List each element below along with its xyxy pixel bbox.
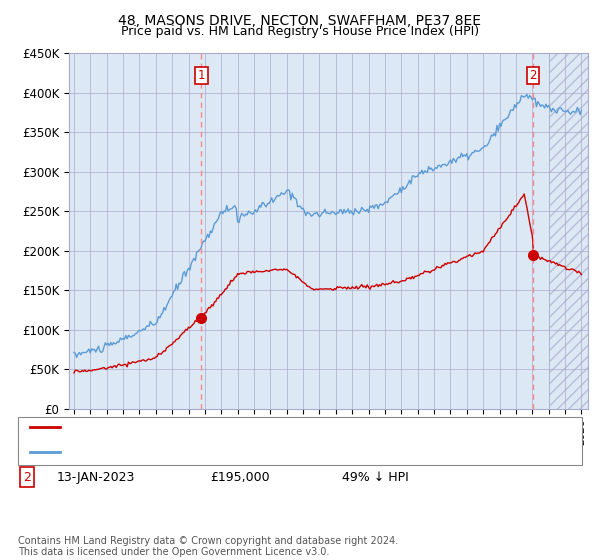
Text: HPI: Average price, detached house, Breckland: HPI: Average price, detached house, Brec… bbox=[66, 447, 328, 457]
Text: £195,000: £195,000 bbox=[210, 470, 269, 484]
Text: £114,950: £114,950 bbox=[210, 444, 269, 458]
Text: 1: 1 bbox=[198, 69, 205, 82]
Text: 48, MASONS DRIVE, NECTON, SWAFFHAM, PE37 8EE: 48, MASONS DRIVE, NECTON, SWAFFHAM, PE37… bbox=[119, 14, 482, 28]
Text: Price paid vs. HM Land Registry's House Price Index (HPI): Price paid vs. HM Land Registry's House … bbox=[121, 25, 479, 38]
Text: Contains HM Land Registry data © Crown copyright and database right 2024.
This d: Contains HM Land Registry data © Crown c… bbox=[18, 535, 398, 557]
Text: 1: 1 bbox=[23, 444, 31, 458]
Text: 13-JAN-2023: 13-JAN-2023 bbox=[57, 470, 136, 484]
Text: 21-OCT-2002: 21-OCT-2002 bbox=[57, 444, 139, 458]
Text: 2: 2 bbox=[529, 69, 537, 82]
Text: 48, MASONS DRIVE, NECTON, SWAFFHAM, PE37 8EE (detached house): 48, MASONS DRIVE, NECTON, SWAFFHAM, PE37… bbox=[66, 422, 460, 432]
Text: 26% ↓ HPI: 26% ↓ HPI bbox=[342, 444, 409, 458]
Text: 49% ↓ HPI: 49% ↓ HPI bbox=[342, 470, 409, 484]
Text: 2: 2 bbox=[23, 470, 31, 484]
